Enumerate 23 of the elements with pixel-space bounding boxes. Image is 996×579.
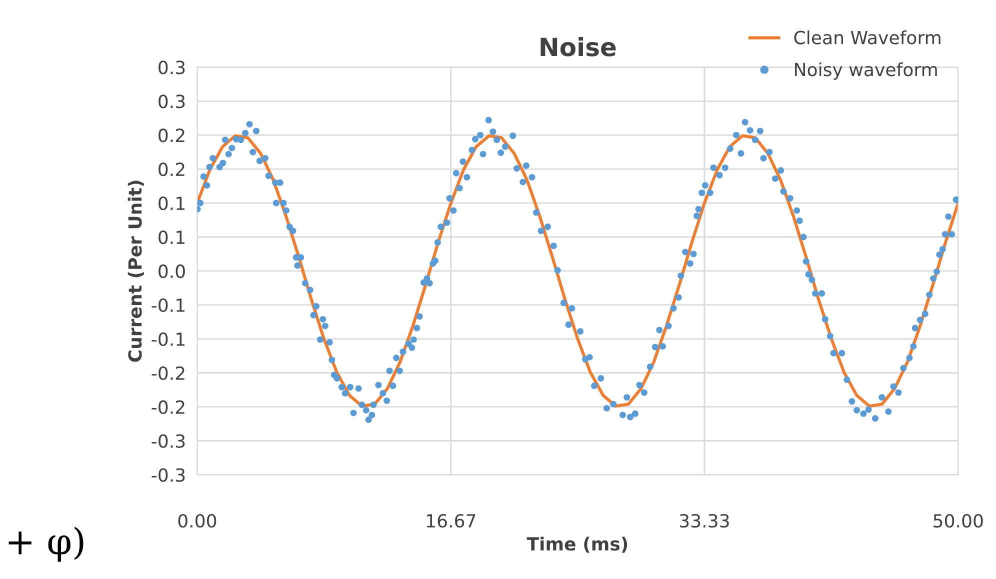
x-tick-label: 16.67 [427, 514, 476, 528]
y-tick-label: 0.2 [158, 128, 184, 142]
legend-label: Noisy waveform [795, 62, 937, 80]
y-tick-label: -0.2 [152, 366, 184, 380]
x-axis-title: Time (ms) [526, 536, 628, 553]
y-tick-label: -0.2 [152, 400, 184, 414]
y-tick-label: 0.3 [158, 94, 185, 108]
text: + φ) [8, 526, 84, 562]
y-tick-label: -0.3 [152, 434, 185, 448]
y-tick-label: -0.1 [152, 298, 184, 312]
x-tick-label: 33.33 [680, 514, 729, 528]
y-tick-label: 0.1 [158, 196, 184, 210]
y-axis-title: Current (Per Unit) [128, 180, 144, 362]
y-tick-label: -0.3 [152, 468, 185, 482]
y-tick-label: 0.2 [158, 162, 184, 176]
y-tick-label: 0.1 [158, 230, 184, 244]
x-tick-label: 0.00 [178, 514, 216, 528]
chart-title: Noise [540, 37, 616, 56]
y-tick-label: 0.0 [158, 264, 185, 278]
y-tick-label: 0.3 [158, 60, 185, 74]
legend-label: Clean Waveform [794, 30, 940, 44]
y-tick-label: -0.1 [152, 332, 184, 346]
x-tick-label: 50.00 [934, 514, 983, 528]
